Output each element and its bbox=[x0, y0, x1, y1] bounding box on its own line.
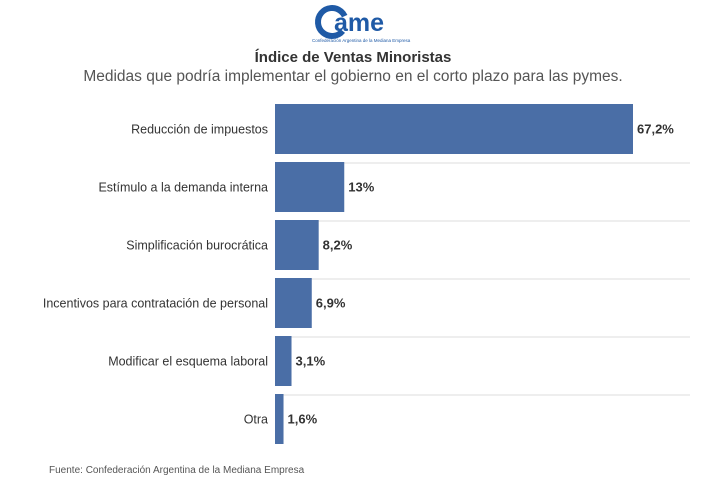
bar bbox=[275, 278, 312, 328]
bar bbox=[275, 104, 633, 154]
bar bbox=[275, 336, 292, 386]
logo-text: ame bbox=[334, 9, 384, 37]
chart-title: Índice de Ventas Minoristas bbox=[254, 49, 452, 66]
bar bbox=[275, 220, 319, 270]
source-note: Fuente: Confederación Argentina de la Me… bbox=[49, 465, 305, 476]
bar bbox=[275, 162, 345, 212]
category-label: Otra bbox=[244, 413, 268, 427]
category-label: Incentivos para contratación de personal bbox=[43, 297, 268, 311]
category-label: Simplificación burocrática bbox=[126, 239, 268, 253]
bar bbox=[275, 394, 284, 444]
value-label: 1,6% bbox=[288, 412, 318, 427]
value-label: 67,2% bbox=[637, 122, 674, 137]
category-label: Estímulo a la demanda interna bbox=[98, 181, 268, 195]
value-label: 8,2% bbox=[323, 238, 353, 253]
value-label: 6,9% bbox=[316, 296, 346, 311]
came-logo: ame bbox=[315, 5, 384, 39]
logo-c-icon bbox=[315, 5, 349, 39]
value-label: 3,1% bbox=[296, 354, 326, 369]
category-label: Reducción de impuestos bbox=[131, 123, 268, 137]
chart-subtitle: Medidas que podría implementar el gobier… bbox=[83, 68, 623, 85]
logo-tagline: Confederación Argentina de la Mediana Em… bbox=[312, 38, 411, 43]
category-label: Modificar el esquema laboral bbox=[108, 355, 268, 369]
value-label: 13% bbox=[348, 180, 374, 195]
